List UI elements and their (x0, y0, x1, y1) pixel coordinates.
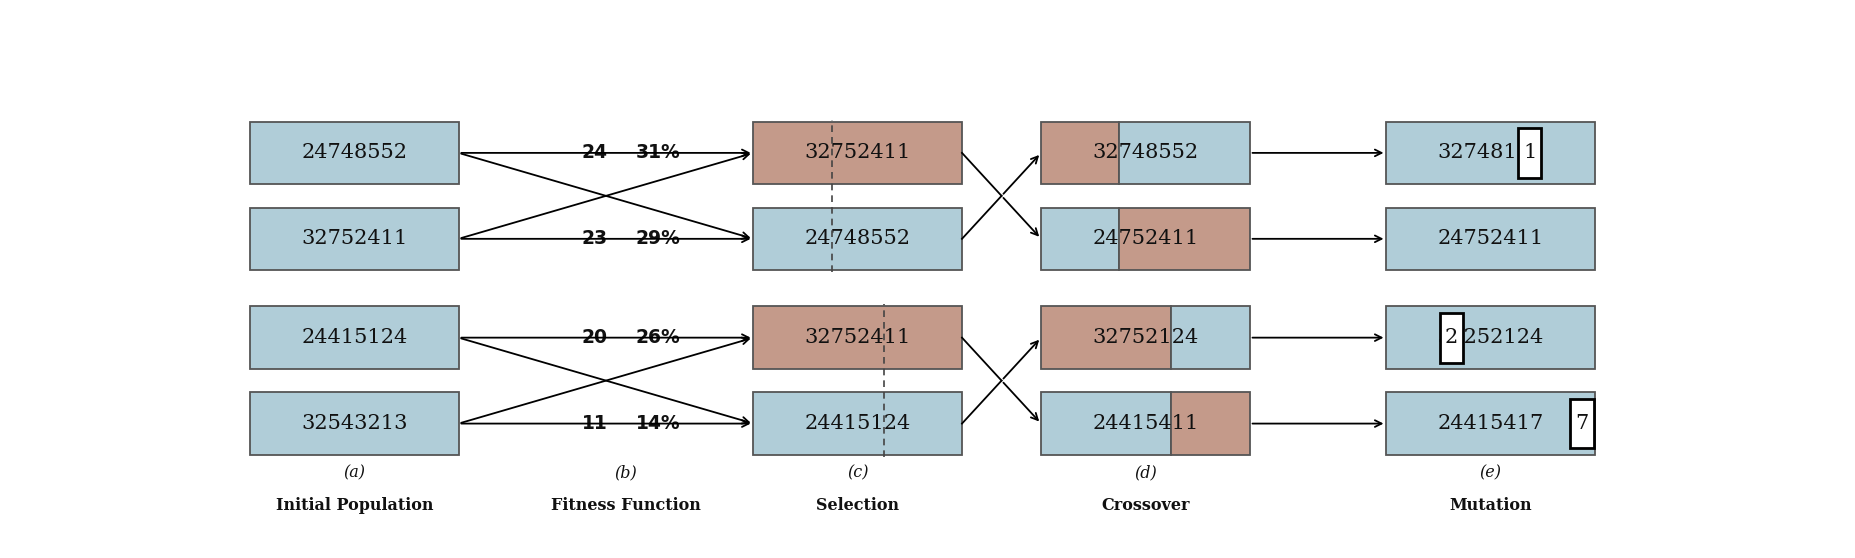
FancyBboxPatch shape (1171, 306, 1248, 369)
Text: 24415411: 24415411 (1091, 414, 1198, 433)
FancyBboxPatch shape (753, 208, 961, 270)
Text: (a): (a) (343, 465, 365, 482)
FancyBboxPatch shape (250, 122, 458, 184)
Text: 24415124: 24415124 (301, 328, 406, 347)
Text: 23: 23 (581, 229, 607, 248)
Text: 1: 1 (1523, 143, 1536, 162)
FancyBboxPatch shape (1386, 208, 1593, 270)
Text: Fitness Function: Fitness Function (551, 497, 701, 514)
Text: 24748552: 24748552 (301, 143, 406, 162)
FancyBboxPatch shape (1517, 128, 1542, 178)
FancyBboxPatch shape (1119, 208, 1248, 270)
Text: Crossover: Crossover (1100, 497, 1189, 514)
FancyBboxPatch shape (1439, 312, 1462, 363)
FancyBboxPatch shape (1171, 392, 1248, 455)
Text: 7: 7 (1575, 414, 1588, 433)
Text: 29%: 29% (634, 229, 679, 248)
FancyBboxPatch shape (1386, 122, 1593, 184)
Text: 24748552: 24748552 (805, 229, 911, 248)
FancyBboxPatch shape (1119, 122, 1248, 184)
Text: (e): (e) (1478, 465, 1501, 482)
FancyBboxPatch shape (753, 392, 961, 455)
Text: 26%: 26% (634, 328, 679, 347)
Text: 32752411: 32752411 (803, 328, 911, 347)
FancyBboxPatch shape (250, 306, 458, 369)
Text: 20: 20 (581, 328, 607, 347)
FancyBboxPatch shape (1386, 306, 1593, 369)
Text: 32752124: 32752124 (1093, 328, 1198, 347)
Text: 2: 2 (1443, 328, 1458, 347)
FancyBboxPatch shape (1041, 208, 1119, 270)
FancyBboxPatch shape (753, 306, 961, 369)
Text: (b): (b) (614, 465, 636, 482)
FancyBboxPatch shape (1041, 392, 1171, 455)
FancyBboxPatch shape (753, 122, 961, 184)
Text: 24415417: 24415417 (1438, 414, 1543, 433)
FancyBboxPatch shape (250, 208, 458, 270)
Text: 11: 11 (581, 414, 607, 433)
FancyBboxPatch shape (1569, 398, 1593, 449)
Text: 32252124: 32252124 (1438, 328, 1543, 347)
Text: (c): (c) (846, 465, 868, 482)
FancyBboxPatch shape (1386, 392, 1593, 455)
Text: 32748152: 32748152 (1438, 143, 1543, 162)
FancyBboxPatch shape (250, 392, 458, 455)
FancyBboxPatch shape (1041, 122, 1119, 184)
Text: 24415124: 24415124 (805, 414, 911, 433)
Text: 24: 24 (581, 143, 607, 162)
Text: Mutation: Mutation (1449, 497, 1530, 514)
Text: 32752411: 32752411 (301, 229, 408, 248)
Text: 32752411: 32752411 (803, 143, 911, 162)
Text: 32748552: 32748552 (1093, 143, 1198, 162)
Text: Selection: Selection (816, 497, 900, 514)
Text: 24752411: 24752411 (1093, 229, 1198, 248)
Text: 31%: 31% (634, 143, 679, 162)
FancyBboxPatch shape (1041, 306, 1171, 369)
Text: Initial Population: Initial Population (275, 497, 432, 514)
Text: 24752411: 24752411 (1438, 229, 1543, 248)
Text: 14%: 14% (634, 414, 679, 433)
Text: (d): (d) (1133, 465, 1156, 482)
Text: 32543213: 32543213 (301, 414, 408, 433)
